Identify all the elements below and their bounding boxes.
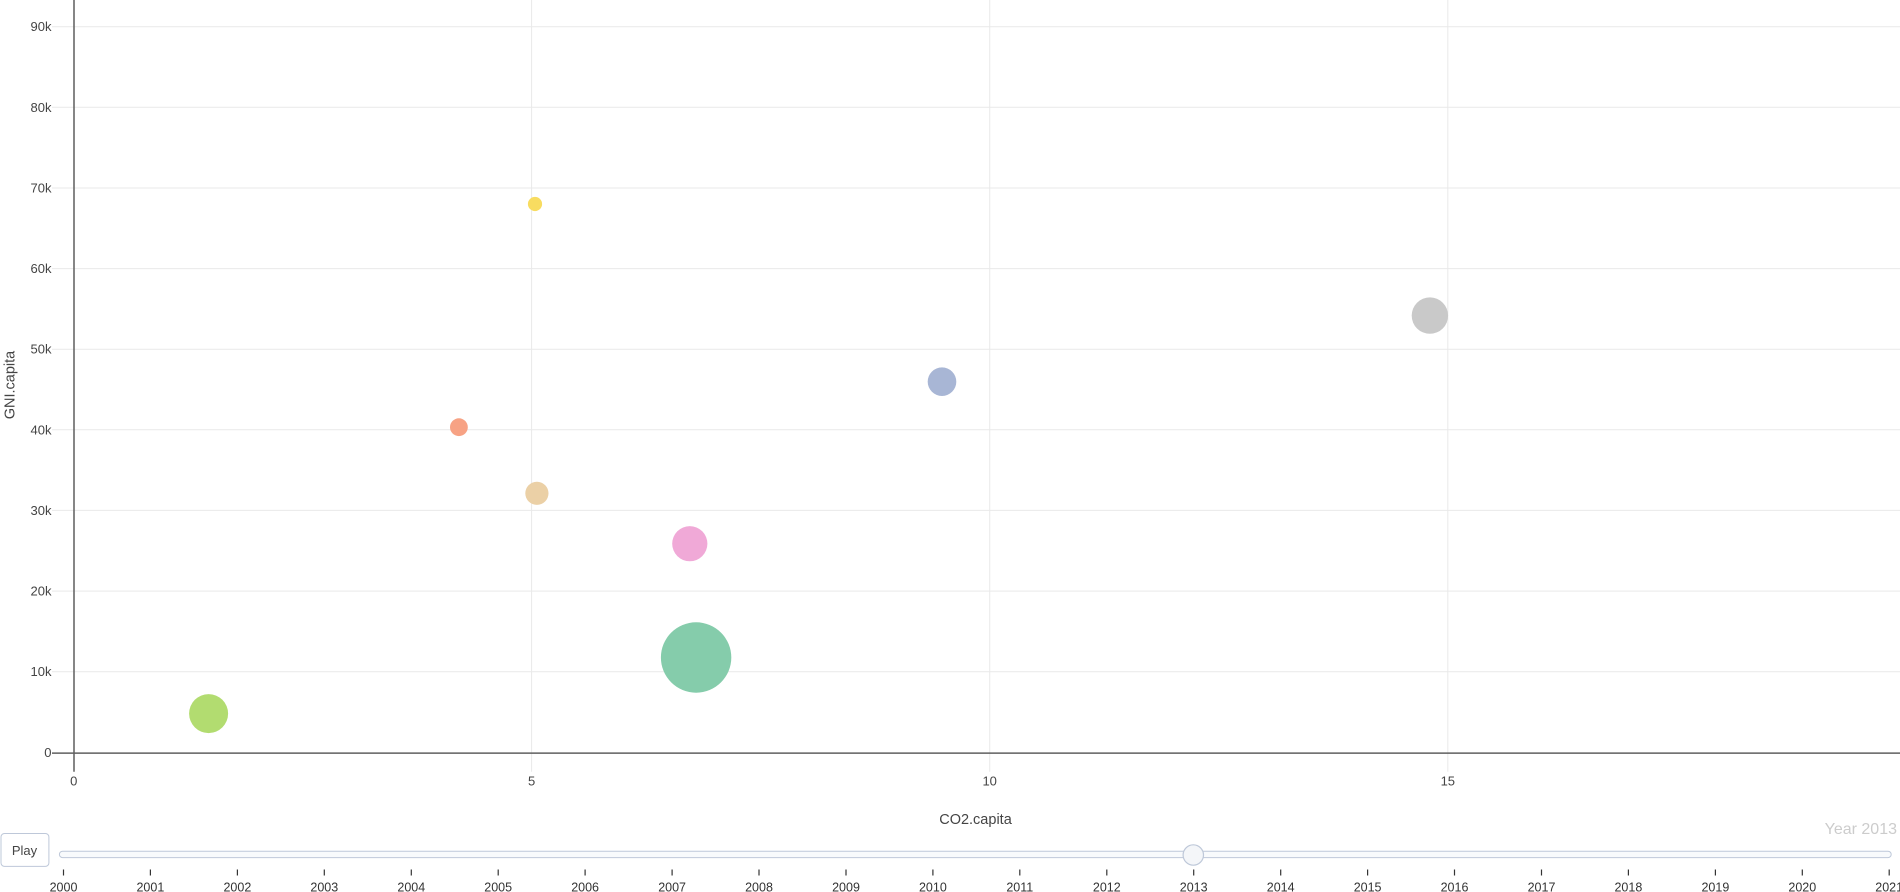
svg-text:90k: 90k: [31, 19, 52, 34]
svg-text:30k: 30k: [31, 503, 52, 518]
svg-text:2009: 2009: [832, 881, 860, 892]
svg-text:2000: 2000: [50, 881, 78, 892]
svg-text:2004: 2004: [397, 881, 425, 892]
svg-text:15: 15: [1441, 773, 1455, 788]
svg-text:60k: 60k: [31, 261, 52, 276]
svg-text:Year 2013: Year 2013: [1825, 821, 1897, 838]
svg-text:2003: 2003: [310, 881, 338, 892]
svg-text:2011: 2011: [1006, 881, 1033, 892]
svg-text:40k: 40k: [31, 422, 52, 437]
svg-text:2002: 2002: [223, 881, 251, 892]
svg-text:10k: 10k: [31, 664, 52, 679]
svg-text:20k: 20k: [31, 584, 52, 599]
svg-text:2018: 2018: [1614, 881, 1642, 892]
svg-text:2005: 2005: [484, 881, 512, 892]
svg-text:2017: 2017: [1528, 881, 1556, 892]
svg-text:2006: 2006: [571, 881, 599, 892]
svg-text:5: 5: [528, 773, 535, 788]
svg-text:2019: 2019: [1701, 881, 1729, 892]
svg-text:Play: Play: [12, 843, 38, 858]
svg-text:70k: 70k: [31, 181, 52, 196]
svg-text:CO2.capita: CO2.capita: [939, 812, 1012, 828]
svg-text:0: 0: [70, 773, 77, 788]
svg-text:GNI.capita: GNI.capita: [3, 350, 19, 419]
svg-text:2007: 2007: [658, 881, 686, 892]
svg-text:2008: 2008: [745, 881, 773, 892]
svg-text:2020: 2020: [1788, 881, 1816, 892]
svg-text:0: 0: [44, 745, 51, 760]
svg-text:2010: 2010: [919, 881, 947, 892]
svg-text:80k: 80k: [31, 100, 52, 115]
svg-text:2001: 2001: [136, 881, 164, 892]
svg-text:50k: 50k: [31, 342, 52, 357]
svg-text:2012: 2012: [1093, 881, 1121, 892]
svg-text:2015: 2015: [1354, 881, 1382, 892]
svg-text:2021: 2021: [1875, 881, 1900, 892]
svg-text:2016: 2016: [1441, 881, 1469, 892]
svg-text:10: 10: [982, 773, 996, 788]
svg-text:2013: 2013: [1180, 881, 1208, 892]
svg-text:2014: 2014: [1267, 881, 1295, 892]
